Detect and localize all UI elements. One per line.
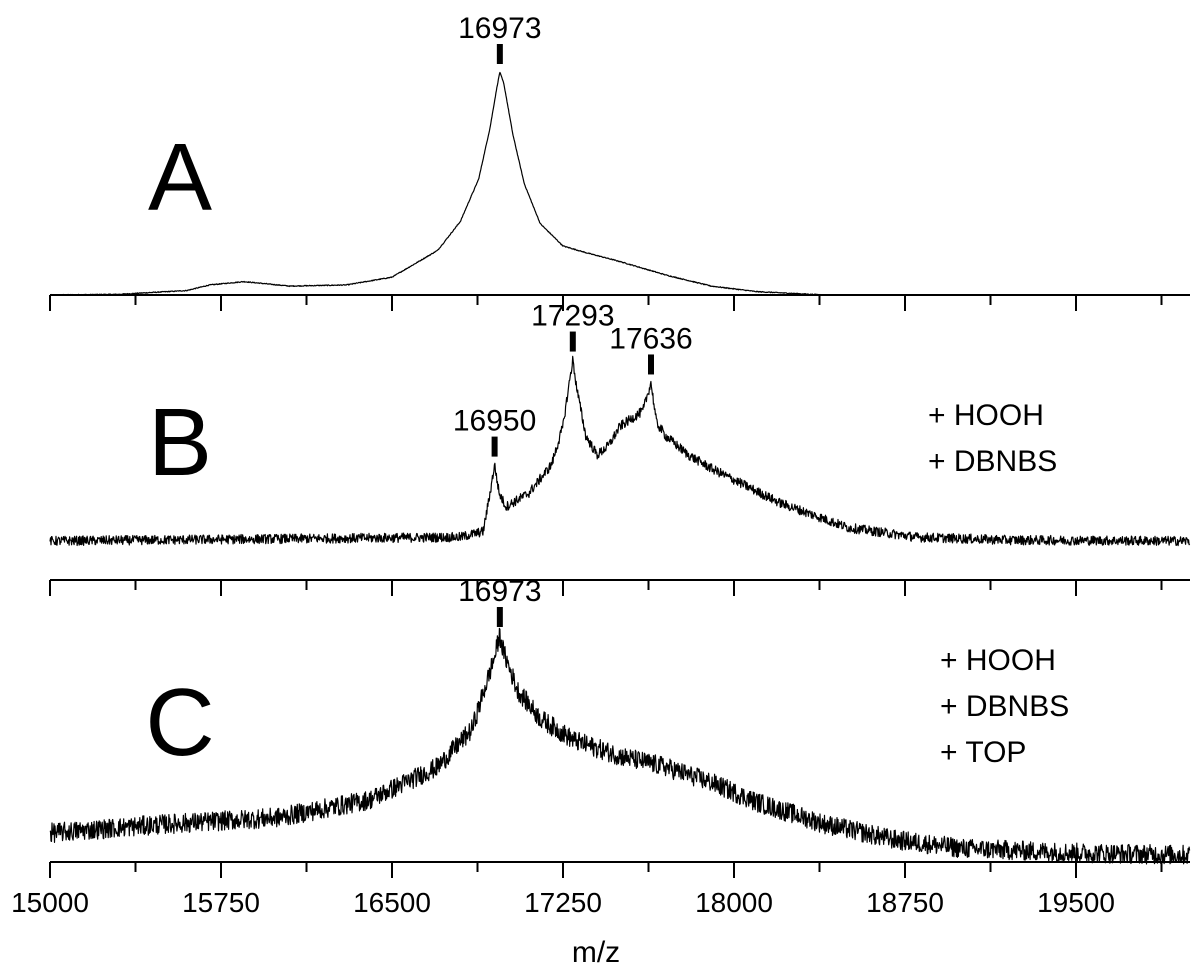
x-tick-label: 17250: [524, 887, 602, 918]
panel-c: 16973 C + HOOH + DBNBS + TOP: [49, 575, 1191, 878]
x-tick-label: 18000: [695, 887, 773, 918]
peak-label: 16950: [453, 405, 536, 438]
spectrum-trace: [49, 71, 1191, 296]
spectrum-trace: [49, 627, 1191, 865]
x-tick-label: 15000: [11, 887, 89, 918]
panel-a: 16973 A: [49, 12, 1191, 311]
panel-letter: A: [148, 124, 212, 231]
treatment-annotation: + DBNBS: [940, 690, 1069, 723]
peak-label: 16973: [458, 12, 541, 45]
panel-letter: C: [145, 669, 214, 776]
x-tick-label: 19500: [1037, 887, 1115, 918]
treatment-annotation: + HOOH: [928, 399, 1044, 432]
x-tick-label: 18750: [866, 887, 944, 918]
peak-label: 17636: [609, 322, 692, 355]
peak-label: 17293: [531, 300, 614, 333]
x-tick-label: 16500: [353, 887, 431, 918]
treatment-annotation: + TOP: [940, 736, 1026, 769]
spectrum-trace: [49, 355, 1191, 547]
panel-letter: B: [148, 389, 212, 496]
treatment-annotation: + HOOH: [940, 644, 1056, 677]
treatment-annotation: + DBNBS: [928, 445, 1057, 478]
x-tick-label: 15750: [182, 887, 260, 918]
x-axis-title: m/z: [572, 936, 620, 969]
x-tick-labels: 15000 15750 16500 17250 18000 18750 19500: [11, 887, 1115, 918]
peak-label: 16973: [458, 575, 541, 608]
